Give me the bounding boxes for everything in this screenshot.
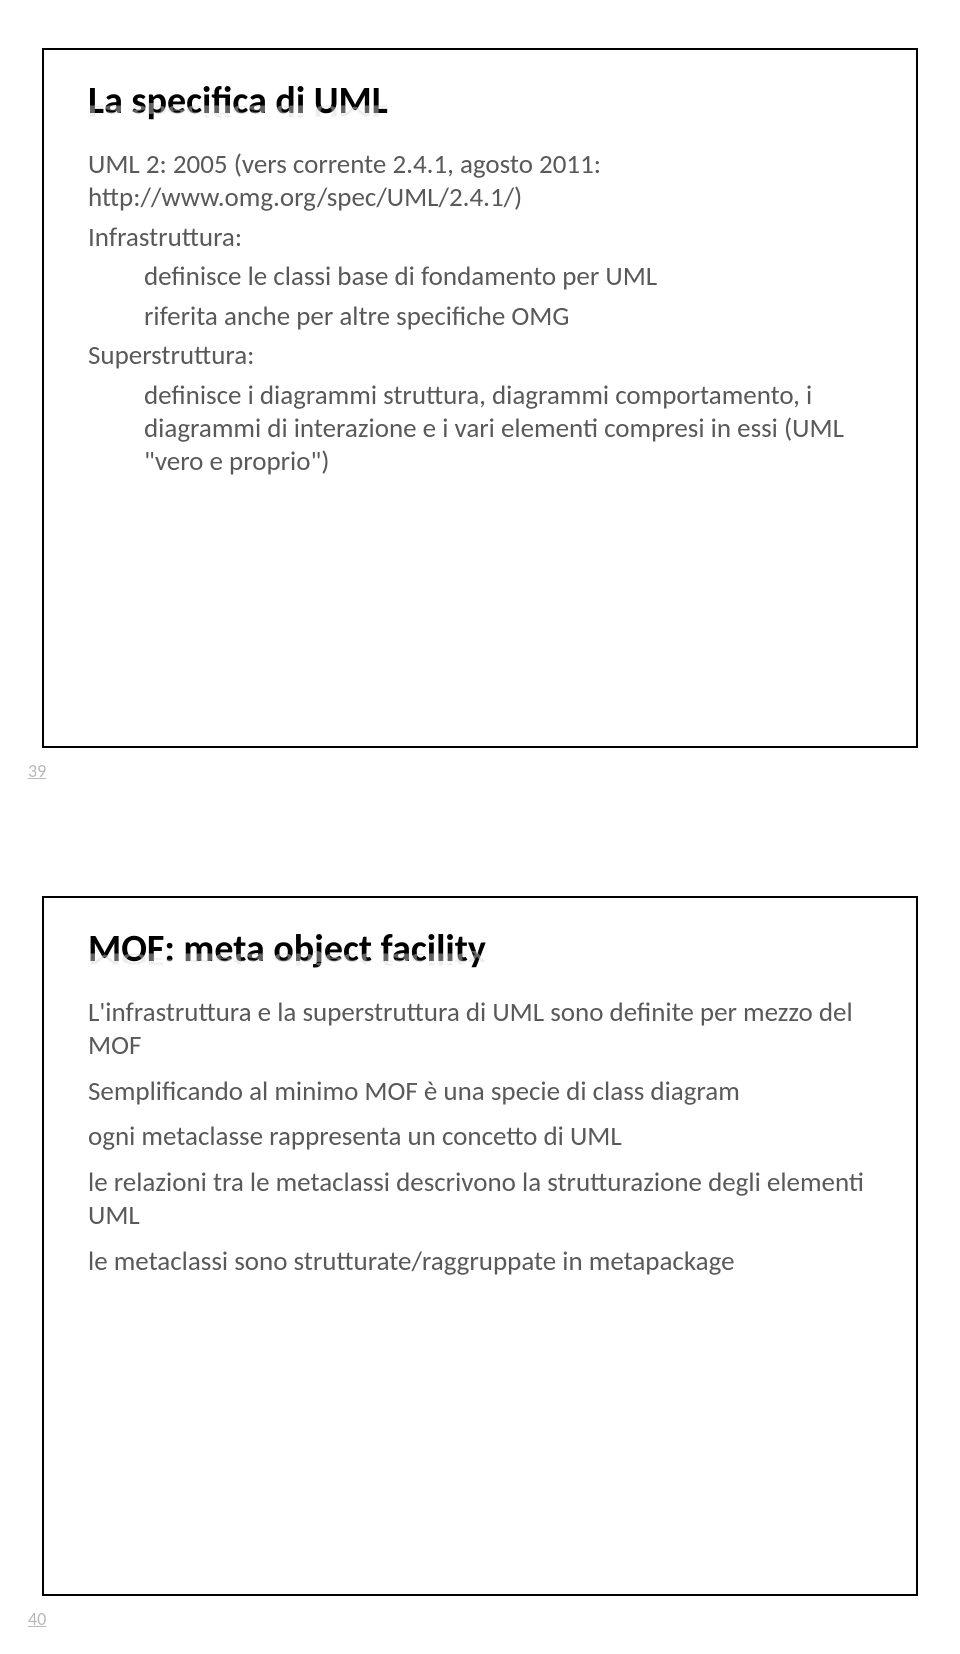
text-line: Infrastruttura: bbox=[88, 221, 872, 254]
text-line: Semplificando al minimo MOF è una specie… bbox=[88, 1075, 872, 1108]
slide-title: La specifica di UML bbox=[88, 80, 872, 124]
text-line: riferita anche per altre specifiche OMG bbox=[144, 300, 872, 333]
slide-1: La specifica di UML La specifica di UML … bbox=[42, 48, 918, 748]
text-line: UML 2: 2005 (vers corrente 2.4.1, agosto… bbox=[88, 148, 872, 215]
slide-2: MOF: meta object facility MOF: meta obje… bbox=[42, 896, 918, 1596]
text-line: definisce i diagrammi struttura, diagram… bbox=[144, 379, 872, 479]
text-line: le relazioni tra le metaclassi descrivon… bbox=[88, 1166, 872, 1233]
slide-title: MOF: meta object facility bbox=[88, 928, 872, 972]
slide-body: UML 2: 2005 (vers corrente 2.4.1, agosto… bbox=[88, 148, 872, 479]
text-line: ogni metaclasse rappresenta un concetto … bbox=[88, 1120, 872, 1153]
text-line: le metaclassi sono strutturate/raggruppa… bbox=[88, 1245, 872, 1278]
slide-body: L'infrastruttura e la superstruttura di … bbox=[88, 996, 872, 1278]
text-line: L'infrastruttura e la superstruttura di … bbox=[88, 996, 872, 1063]
slide-number: 40 bbox=[28, 1608, 46, 1632]
text-line: Superstruttura: bbox=[88, 339, 872, 372]
text-line: definisce le classi base di fondamento p… bbox=[144, 260, 872, 293]
